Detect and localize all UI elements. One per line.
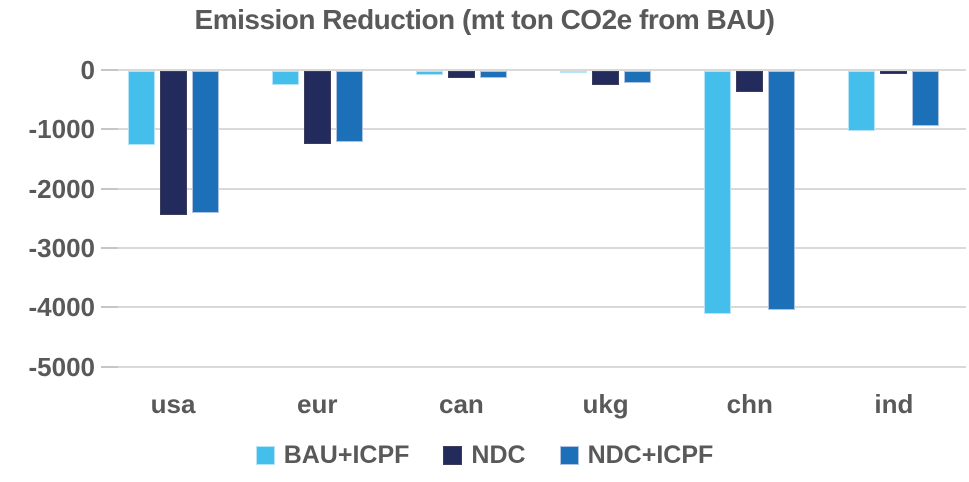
y-axis-tick-label: -5000 — [28, 351, 96, 382]
legend-item: BAU+ICPF — [255, 440, 410, 470]
x-category-label: chn — [726, 389, 773, 419]
y-axis-tick-mark — [101, 246, 118, 249]
bar-ukg-NDC+ICPF — [624, 71, 652, 83]
legend-item: NDC+ICPF — [559, 440, 714, 470]
x-category-label: usa — [150, 389, 196, 419]
y-axis-tick-label: -3000 — [28, 232, 96, 263]
y-axis-tick-mark — [101, 128, 118, 131]
bar-eur-NDC — [303, 71, 331, 144]
bar-usa-NDC+ICPF — [191, 71, 219, 214]
bar-eur-NDC+ICPF — [335, 71, 363, 143]
bar-can-NDC — [447, 71, 475, 79]
legend-swatch-icon — [443, 445, 463, 465]
bar-eur-BAU+ICPF — [271, 71, 299, 85]
bar-usa-BAU+ICPF — [127, 71, 155, 146]
gridline — [101, 69, 966, 71]
y-axis-tick-mark — [101, 187, 118, 190]
legend-item: NDC — [443, 440, 526, 470]
y-axis-tick-mark — [101, 365, 118, 368]
y-axis-tick-mark — [101, 69, 118, 71]
bar-ukg-BAU+ICPF — [560, 71, 588, 73]
y-axis-tick-label: -2000 — [28, 173, 96, 204]
gridline — [101, 187, 966, 190]
bar-can-BAU+ICPF — [415, 71, 443, 76]
x-category-label: ukg — [582, 389, 629, 419]
y-axis-tick-mark — [101, 306, 118, 309]
legend-label: NDC — [471, 440, 526, 469]
legend-label: BAU+ICPF — [283, 440, 410, 469]
y-axis-tick-label: -4000 — [28, 292, 96, 323]
x-category-label: eur — [297, 389, 338, 419]
bar-can-NDC+ICPF — [479, 71, 507, 78]
bar-chn-NDC+ICPF — [768, 71, 796, 310]
x-category-label: can — [439, 389, 484, 419]
bar-ind-BAU+ICPF — [848, 71, 876, 132]
legend-swatch-icon — [559, 445, 579, 465]
bar-ukg-NDC — [592, 71, 620, 85]
bar-ind-NDC — [880, 71, 908, 74]
y-axis-tick-label: -1000 — [28, 114, 96, 145]
x-category-label: ind — [874, 389, 914, 419]
gridline — [101, 365, 966, 368]
bar-usa-NDC — [159, 71, 187, 215]
legend-swatch-icon — [255, 445, 275, 465]
bar-chn-BAU+ICPF — [704, 71, 732, 315]
legend-label: NDC+ICPF — [587, 440, 714, 469]
chart-title: Emission Reduction (mt ton CO2e from BAU… — [194, 4, 775, 35]
gridline — [101, 306, 966, 309]
gridline — [101, 128, 966, 131]
gridline — [101, 246, 966, 249]
bar-chn-NDC — [736, 71, 764, 92]
bar-ind-NDC+ICPF — [912, 71, 940, 126]
legend: BAU+ICPF NDC NDC+ICPF — [0, 436, 969, 474]
y-axis-tick-label: 0 — [80, 55, 95, 85]
